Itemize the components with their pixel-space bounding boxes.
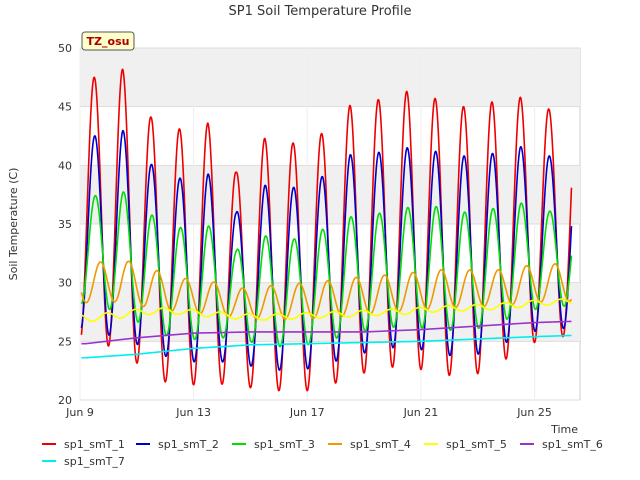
- y-tick-label-45: 45: [58, 101, 72, 114]
- y-tick-label-25: 25: [58, 335, 72, 348]
- site-badge-label: TZ_osu: [87, 35, 130, 48]
- y-tick-label-50: 50: [58, 42, 72, 55]
- x-axis-ticks: Jun 9 Jun 13 Jun 17 Jun 21 Jun 25: [65, 406, 552, 419]
- legend: sp1_smT_1 sp1_smT_2 sp1_smT_3 sp1_smT_4 sp1_…: [42, 438, 603, 468]
- legend-label-sp1_smT_3: sp1_smT_3: [254, 438, 315, 451]
- x-tick-label-2: Jun 17: [289, 406, 325, 419]
- legend-label-sp1_smT_2: sp1_smT_2: [158, 438, 219, 451]
- x-tick-label-3: Jun 21: [403, 406, 439, 419]
- y-tick-label-35: 35: [58, 218, 72, 231]
- series-line-sp1_smT_4: [80, 260, 573, 320]
- series-layer: [80, 68, 573, 392]
- series-line-sp1_smT_6: [80, 320, 572, 345]
- series-line-sp1_smT_1: [80, 68, 573, 392]
- legend-label-sp1_smT_6: sp1_smT_6: [542, 438, 603, 451]
- y-tick-label-20: 20: [58, 394, 72, 407]
- legend-label-sp1_smT_4: sp1_smT_4: [350, 438, 411, 451]
- x-tick-label-4: Jun 25: [516, 406, 552, 419]
- legend-label-sp1_smT_7: sp1_smT_7: [64, 455, 125, 468]
- x-axis-label: Time: [550, 423, 578, 436]
- y-axis-label: Soil Temperature (C): [7, 168, 20, 281]
- y-tick-label-30: 30: [58, 277, 72, 290]
- series-line-sp1_smT_7: [80, 334, 572, 359]
- series-line-sp1_smT_2: [80, 129, 573, 371]
- y-axis-ticks: 20 25 30 35 40 45 50: [58, 42, 72, 407]
- y-tick-label-40: 40: [58, 159, 72, 172]
- x-tick-label-1: Jun 13: [175, 406, 211, 419]
- grid-band-2: [80, 48, 580, 107]
- chart-title: SP1 Soil Temperature Profile: [229, 4, 412, 19]
- site-badge-box: [81, 31, 135, 51]
- series-line-sp1_smT_5: [80, 298, 572, 323]
- legend-label-sp1_smT_5: sp1_smT_5: [446, 438, 507, 451]
- site-badge: TZ_osu: [81, 31, 135, 51]
- series-line-sp1_smT_3: [80, 191, 573, 348]
- legend-label-sp1_smT_1: sp1_smT_1: [64, 438, 125, 451]
- x-tick-label-0: Jun 9: [65, 406, 94, 419]
